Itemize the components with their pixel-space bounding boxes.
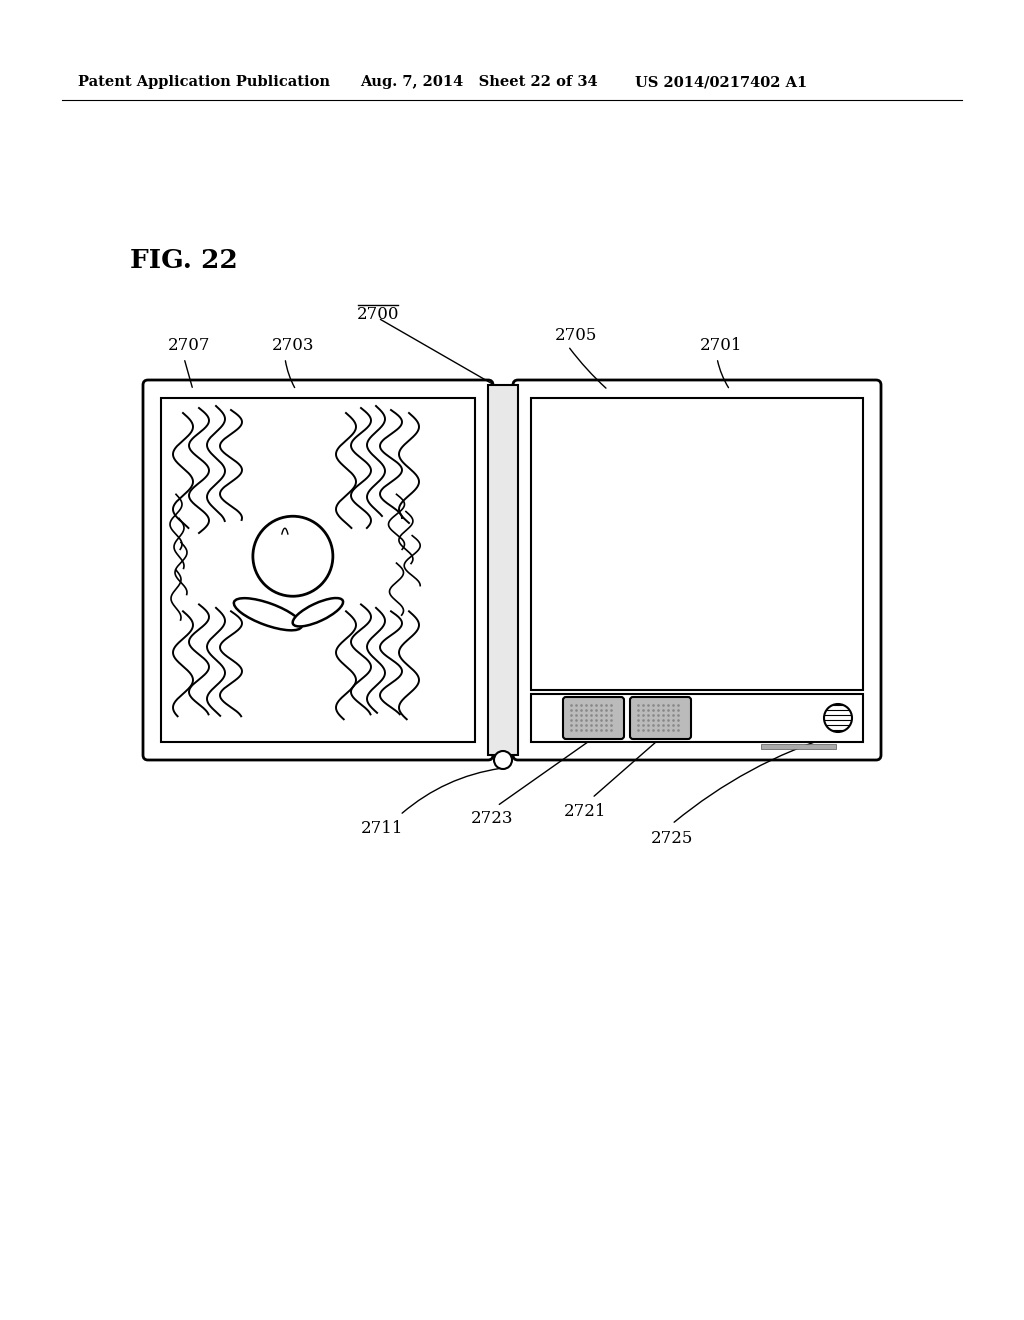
Text: FIG. 22: FIG. 22 xyxy=(130,248,238,273)
Circle shape xyxy=(253,516,333,597)
Text: 2705: 2705 xyxy=(555,327,597,345)
Bar xyxy=(761,744,836,748)
Text: 2701: 2701 xyxy=(700,337,742,354)
Bar xyxy=(531,399,863,690)
Bar xyxy=(161,399,475,742)
Text: Aug. 7, 2014   Sheet 22 of 34: Aug. 7, 2014 Sheet 22 of 34 xyxy=(360,75,598,88)
FancyBboxPatch shape xyxy=(563,697,624,739)
Text: Patent Application Publication: Patent Application Publication xyxy=(78,75,330,88)
FancyBboxPatch shape xyxy=(630,697,691,739)
Ellipse shape xyxy=(293,598,343,627)
Text: 2723: 2723 xyxy=(471,810,513,828)
Circle shape xyxy=(494,751,512,770)
FancyBboxPatch shape xyxy=(143,380,493,760)
Bar xyxy=(488,385,518,755)
Text: 2711: 2711 xyxy=(360,820,403,837)
Text: 2700: 2700 xyxy=(356,306,399,323)
Ellipse shape xyxy=(233,598,302,631)
FancyBboxPatch shape xyxy=(513,380,881,760)
Bar xyxy=(531,694,863,742)
Text: 2725: 2725 xyxy=(651,830,693,847)
Text: 2703: 2703 xyxy=(272,337,314,354)
Text: 2721: 2721 xyxy=(564,803,606,820)
Circle shape xyxy=(824,704,852,733)
Text: US 2014/0217402 A1: US 2014/0217402 A1 xyxy=(635,75,807,88)
Text: 2707: 2707 xyxy=(168,337,211,354)
